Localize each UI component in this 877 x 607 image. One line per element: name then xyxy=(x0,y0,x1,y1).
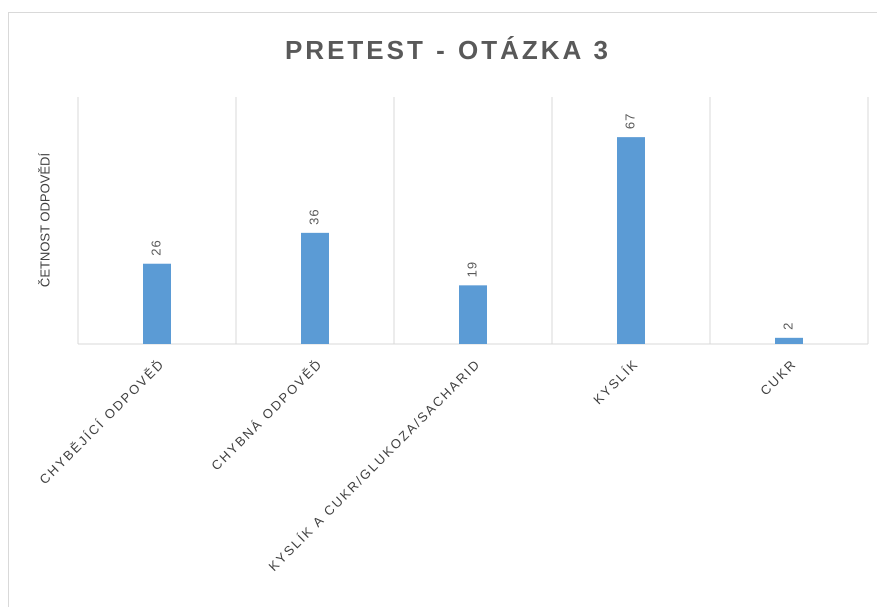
data-label: 19 xyxy=(464,261,479,277)
x-tick-label: CHYBNÁ ODPOVĚĎ xyxy=(208,356,325,473)
data-label: 36 xyxy=(306,208,321,224)
data-label: 2 xyxy=(780,322,795,330)
bar xyxy=(775,337,803,344)
bar xyxy=(617,137,645,344)
bar xyxy=(459,285,487,344)
bar xyxy=(143,263,171,344)
data-label: 67 xyxy=(622,113,637,129)
x-tick-label: KYSLÍK xyxy=(590,356,641,407)
x-tick-label: CHYBĚJÍCÍ ODPOVĚĎ xyxy=(36,356,167,487)
bar xyxy=(301,232,329,344)
chart-title: PRETEST - OTÁZKA 3 xyxy=(285,35,611,65)
x-tick-label: CUKR xyxy=(757,356,799,398)
y-axis-label: ČETNOST ODPOVĚDÍ xyxy=(37,153,52,288)
chart-frame xyxy=(8,12,877,607)
data-label: 26 xyxy=(148,239,163,255)
